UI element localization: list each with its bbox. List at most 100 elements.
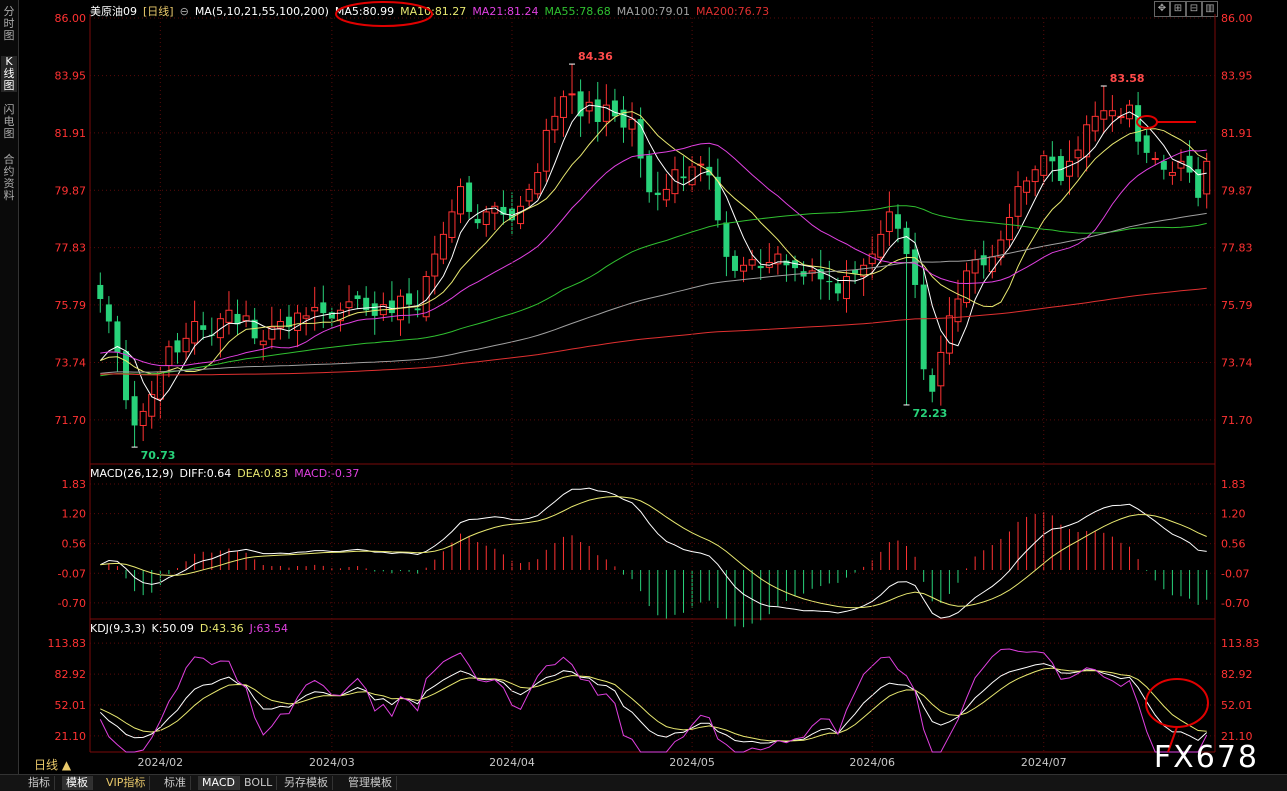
move-icon[interactable]: ✥ xyxy=(1154,1,1170,17)
zoom-out-icon[interactable]: ⊟ xyxy=(1186,1,1202,17)
kdj-tick-label-left: 21.10 xyxy=(55,730,87,743)
watermark-logo: FX678 xyxy=(1153,740,1259,775)
candle-body-down xyxy=(723,222,730,257)
side-tab-kline[interactable]: K线图 xyxy=(1,56,17,92)
side-tab-flash[interactable]: 闪电图 xyxy=(3,103,15,140)
price-tick-label-left: 75.79 xyxy=(55,299,87,312)
macd-dea-line xyxy=(100,495,1207,609)
candle-body-up xyxy=(1014,186,1022,217)
candle-body-down xyxy=(929,375,936,392)
macd-dea-value: DEA:0.83 xyxy=(237,467,289,480)
macd-tick-label-right: 0.56 xyxy=(1221,538,1246,551)
highlight-ellipse-ma5 xyxy=(335,1,433,27)
candle-body-down xyxy=(105,304,112,322)
candle-body-down xyxy=(466,182,473,212)
candle-body-up xyxy=(302,315,310,319)
side-tab-contract-info[interactable]: 合约资料 xyxy=(3,153,15,202)
candle-body-down xyxy=(131,396,138,426)
candle-body-down xyxy=(1049,156,1056,162)
settings-icon[interactable]: ▥ xyxy=(1202,1,1218,17)
bottom-tab-bar: 指标 模板 VIP指标 标准 MACD BOLL 另存模板 管理模板 xyxy=(0,774,1287,791)
candle-body-up xyxy=(148,394,156,417)
candlestick-panel: 86.00 86.00 83.95 83.95 81.91 81.91 79.87 79.87… xyxy=(55,12,1253,448)
month-label: 2024/07 xyxy=(1021,756,1067,769)
candle-body-down xyxy=(1195,169,1202,198)
tab-vip-indicator[interactable]: VIP指标 xyxy=(102,776,151,790)
kdj-tick-label-left: 113.83 xyxy=(48,637,87,650)
lock-icon[interactable]: ⊖ xyxy=(179,5,189,18)
tab-manage-template[interactable]: 管理模板 xyxy=(344,776,397,790)
candle-body-up xyxy=(1108,110,1116,117)
candle-body-up xyxy=(1005,217,1013,241)
candle-body-up xyxy=(877,233,885,258)
kdj-tick-label-right: 82.92 xyxy=(1221,668,1253,681)
month-label: 2024/03 xyxy=(309,756,355,769)
tab-boll[interactable]: BOLL xyxy=(240,776,278,790)
candle-body-down xyxy=(285,316,292,328)
price-tick-label-right: 81.91 xyxy=(1221,127,1253,140)
kdj-tick-label-left: 52.01 xyxy=(55,699,87,712)
candle-body-up xyxy=(1100,110,1108,120)
candle-body-up xyxy=(628,118,636,130)
candle-body-up xyxy=(534,172,542,195)
candle-body-up xyxy=(225,309,233,323)
macd-tick-label-right: 1.83 xyxy=(1221,478,1246,491)
tab-indicator[interactable]: 指标 xyxy=(24,776,55,790)
candle-body-down xyxy=(594,99,601,122)
candle-body-up xyxy=(139,410,147,426)
candle-body-down xyxy=(406,293,413,305)
macd-tick-label-right: -0.70 xyxy=(1221,597,1249,610)
candle-body-down xyxy=(354,295,361,300)
kdj-j-value: J:63.54 xyxy=(249,622,289,635)
date-axis: 2024/02 2024/03 2024/04 2024/05 2024/06 2024/… xyxy=(137,18,1067,769)
chart-canvas[interactable]: 86.00 86.00 83.95 83.95 81.91 81.91 79.87 79.87… xyxy=(0,0,1287,774)
candle-body-up xyxy=(971,259,979,274)
period-selector[interactable]: 日线 ▲ xyxy=(34,758,72,772)
candle-body-up xyxy=(165,346,173,366)
candle-body-up xyxy=(988,256,996,273)
price-tick-label-left: 73.74 xyxy=(55,357,87,370)
candle-body-down xyxy=(328,312,335,319)
kdj-header: KDJ(9,3,3) K:50.09 D:43.36 J:63.54 xyxy=(90,622,294,635)
candle-body-down xyxy=(757,265,764,269)
candle-body-down xyxy=(894,214,901,229)
candle-body-up xyxy=(1040,155,1048,176)
month-label: 2024/02 xyxy=(137,756,183,769)
tab-template[interactable]: 模板 xyxy=(62,776,93,790)
tab-save-template[interactable]: 另存模板 xyxy=(280,776,333,790)
candle-body-down xyxy=(200,325,207,330)
annotation-layer: 84.36 83.58 70.73 72.23 xyxy=(131,1,1209,753)
ma-line-ma10 xyxy=(100,111,1207,375)
candle-body-up xyxy=(1091,115,1099,132)
candle-body-down xyxy=(388,300,395,314)
candle-body-up xyxy=(1083,124,1091,158)
tab-macd[interactable]: MACD xyxy=(198,776,240,790)
chart-frame xyxy=(89,14,1216,753)
candle-body-down xyxy=(251,319,258,339)
price-tick-label-left: 79.87 xyxy=(55,184,87,197)
ma-params: MA(5,10,21,55,100,200) xyxy=(194,5,329,18)
price-tick-label-right: 77.83 xyxy=(1221,242,1253,255)
candle-body-up xyxy=(997,239,1005,258)
candle-body-down xyxy=(783,260,790,266)
candle-body-up xyxy=(517,205,525,225)
price-tick-label-right: 75.79 xyxy=(1221,299,1253,312)
tab-standard[interactable]: 标准 xyxy=(160,776,191,790)
candle-body-down xyxy=(912,249,919,285)
candle-body-up xyxy=(311,306,319,312)
candle-body-up xyxy=(885,211,893,232)
candle-body-up xyxy=(156,371,164,400)
candle-body-down xyxy=(123,351,130,401)
candle-body-up xyxy=(559,96,567,118)
candle-body-down xyxy=(474,218,481,224)
candle-body-up xyxy=(602,104,610,122)
macd-diff-value: DIFF:0.64 xyxy=(179,467,232,480)
candle-body-down xyxy=(654,192,661,196)
candle-body-down xyxy=(114,321,121,353)
price-tick-label-right: 73.74 xyxy=(1221,357,1253,370)
side-tab-timeshare[interactable]: 分时图 xyxy=(3,5,15,42)
price-header: 美原油09 [日线] ⊖ MA(5,10,21,55,100,200) MA5:80.9… xyxy=(90,3,775,19)
ma5-value: MA5:80.99 xyxy=(334,5,395,18)
zoom-in-icon[interactable]: ⊞ xyxy=(1170,1,1186,17)
candle-body-down xyxy=(1057,156,1064,181)
